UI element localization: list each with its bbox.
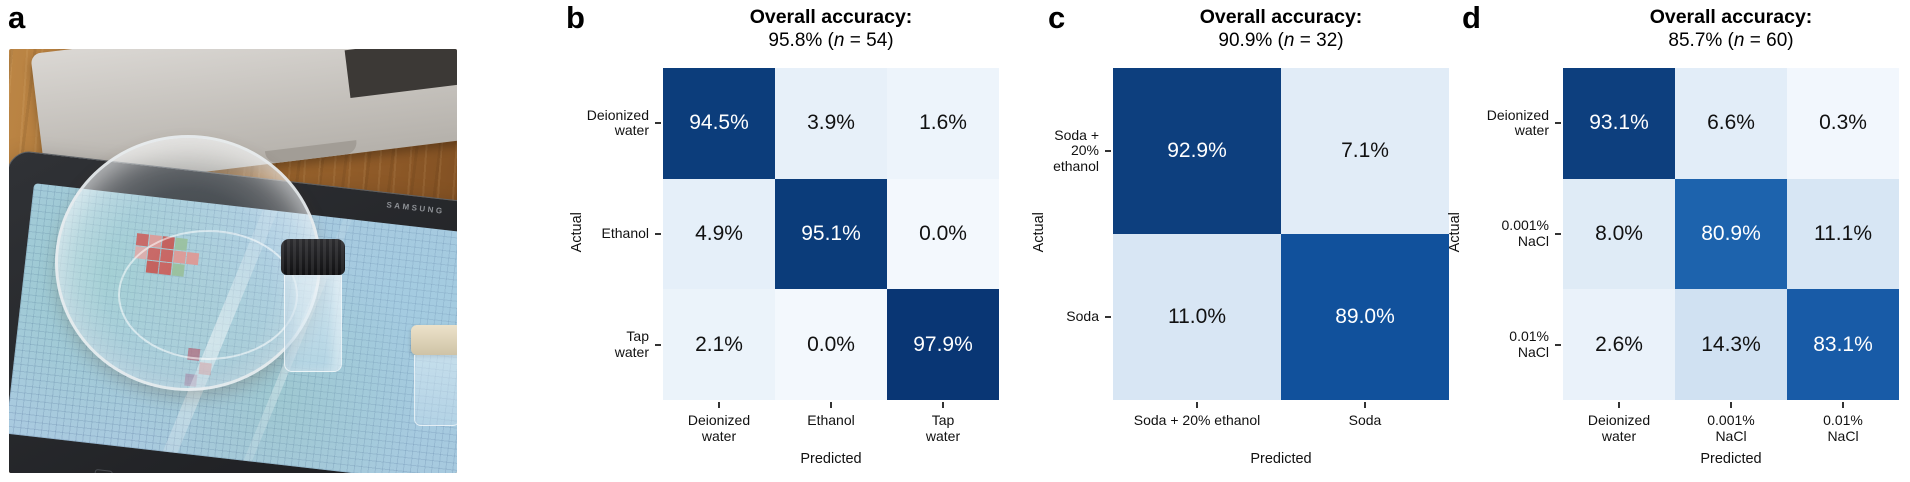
row-tick-label: 0.001% NaCl (1501, 217, 1549, 249)
row-tick-label: Soda (1066, 308, 1099, 325)
title-line1: Overall accuracy: (749, 6, 913, 28)
glass-vial-body (414, 355, 457, 426)
row-tick-label: 0.01% NaCl (1509, 328, 1549, 360)
black-cap (281, 239, 345, 275)
col-labels: Deionized water 0.001% NaCl 0.01% NaCl (1563, 412, 1899, 444)
panel-a-label: a (8, 0, 26, 35)
row-tick-label: Deionized water (586, 106, 649, 139)
panel-d-label: d (1462, 0, 1481, 35)
matrix-cell: 0.0% (887, 178, 999, 290)
x-tick (942, 402, 944, 408)
samsung-logo: SAMSUNG (386, 200, 446, 216)
row-tick-label: Ethanol (601, 225, 649, 242)
vial-cream-cap (411, 325, 457, 426)
photo-tablet-setup: SAMSUNG (9, 49, 457, 473)
matrix-cell: 0.3% (1787, 68, 1899, 179)
col-tick-label: 0.001% NaCl (1707, 412, 1755, 444)
matrix-cell: 93.1% (1563, 68, 1675, 179)
y-tick (1105, 150, 1111, 152)
row-labels: Soda + 20% ethanol Soda (995, 68, 1105, 400)
y-tick (1555, 233, 1561, 235)
row-tick-label: Tap water (614, 328, 649, 360)
y-tick (1555, 343, 1561, 346)
matrix-cell: 2.1% (663, 289, 775, 400)
matrix-cell: 11.1% (1787, 178, 1899, 290)
bezel-sensor (94, 468, 114, 473)
col-tick-label: Ethanol (807, 412, 855, 428)
matrix-cell: 11.0% (1113, 234, 1281, 400)
matrix-cell: 1.6% (887, 68, 999, 179)
y-axis-label: Actual (568, 212, 585, 253)
x-tick (1730, 402, 1732, 408)
row-labels: Deionized water Ethanol Tap water (545, 68, 655, 400)
y-tick (655, 122, 661, 125)
title-line2: 90.9% (n = 32) (1218, 30, 1344, 52)
col-tick-label: Soda (1348, 412, 1382, 428)
matrix-cell: 92.9% (1113, 68, 1281, 234)
col-labels: Soda + 20% ethanol Soda (1113, 412, 1449, 428)
row-tick-label: Soda + 20% ethanol (1053, 126, 1099, 174)
y-axis-label: Actual (1446, 212, 1463, 253)
col-tick-label: Deionized water (1587, 412, 1651, 444)
heatmap-grid: 92.9% 7.1% 11.0% 89.0% (1113, 68, 1449, 400)
y-tick (655, 343, 661, 346)
col-tick-label: Deionized water (687, 412, 751, 444)
matrix-cell: 7.1% (1281, 68, 1449, 234)
row-tick-label: Deionized water (1486, 106, 1549, 139)
matrix-cell: 94.5% (663, 68, 775, 179)
y-tick (655, 233, 661, 235)
matrix-cell: 80.9% (1675, 178, 1787, 290)
matrix-cell: 83.1% (1787, 289, 1899, 400)
panel-c-title: Overall accuracy: 90.9% (n = 32) (1073, 6, 1489, 53)
x-tick (830, 402, 832, 408)
y-tick (1105, 316, 1111, 318)
matrix-cell: 97.9% (887, 289, 999, 400)
vial-black-cap (281, 239, 345, 372)
x-tick (1364, 402, 1366, 408)
panel-b-label: b (566, 0, 585, 35)
matrix-cell: 89.0% (1281, 234, 1449, 400)
col-labels: Deionized water Ethanol Tap water (663, 412, 999, 444)
col-tick-label: Soda + 20% ethanol (1133, 412, 1261, 428)
panel-a: a SAMSUNG (0, 0, 465, 482)
x-tick (1842, 402, 1844, 408)
x-tick (1196, 402, 1198, 408)
row-labels: Deionized water 0.001% NaCl 0.01% NaCl (1445, 68, 1555, 400)
y-tick (1555, 122, 1561, 125)
glass-bowl (55, 135, 321, 391)
title-line1: Overall accuracy: (1199, 6, 1363, 28)
col-tick-label: 0.01% NaCl (1823, 412, 1863, 444)
matrix-cell: 95.1% (775, 178, 887, 290)
heatmap-grid: 94.5% 3.9% 1.6% 4.9% 95.1% 0.0% 2.1% 0.0% 97.9% (663, 68, 999, 400)
x-axis-label: Predicted (1700, 451, 1762, 467)
panel-d-title: Overall accuracy: 85.7% (n = 60) (1523, 6, 1910, 53)
title-line2: 85.7% (n = 60) (1668, 30, 1794, 52)
glass-bowl-base (118, 230, 298, 360)
matrix-cell: 2.6% (1563, 289, 1675, 400)
heatmap-grid: 93.1% 6.6% 0.3% 8.0% 80.9% 11.1% 2.6% 14.3% 83.1… (1563, 68, 1899, 400)
matrix-cell: 0.0% (775, 289, 887, 400)
cream-cap (411, 325, 457, 355)
x-axis-label: Predicted (1250, 451, 1312, 467)
matrix-cell: 14.3% (1675, 289, 1787, 400)
title-line1: Overall accuracy: (1649, 6, 1813, 28)
panel-b-title: Overall accuracy: 95.8% (n = 54) (623, 6, 1039, 53)
x-tick (718, 402, 720, 408)
y-axis-label: Actual (1030, 212, 1047, 253)
matrix-cell: 8.0% (1563, 178, 1675, 290)
x-axis-label: Predicted (800, 451, 862, 467)
title-line2: 95.8% (n = 54) (768, 30, 894, 52)
matrix-cell: 4.9% (663, 178, 775, 290)
panel-c-label: c (1048, 0, 1066, 35)
col-tick-label: Tap water (925, 412, 961, 444)
matrix-cell: 3.9% (775, 68, 887, 179)
matrix-cell: 6.6% (1675, 68, 1787, 179)
glass-vial-body (284, 275, 342, 372)
x-tick (1618, 402, 1620, 408)
